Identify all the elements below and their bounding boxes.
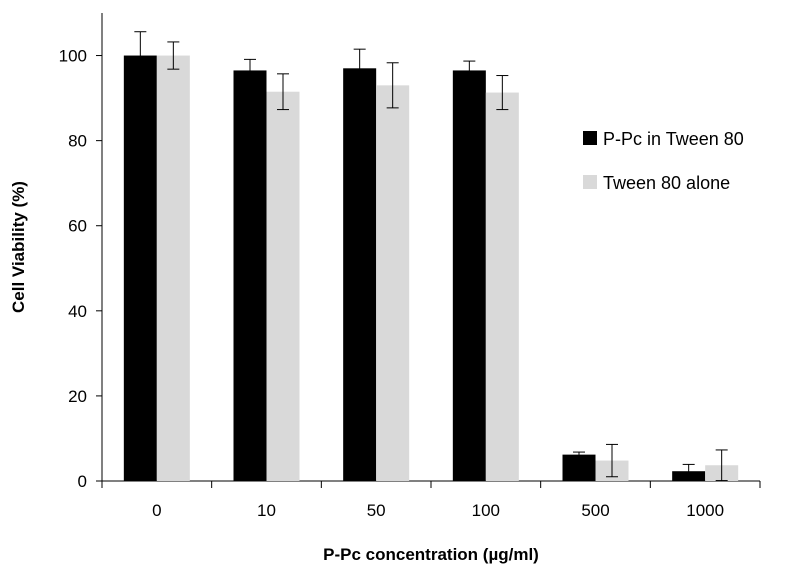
y-tick-label: 80 bbox=[68, 132, 87, 151]
bar bbox=[452, 70, 486, 481]
y-tick-label: 20 bbox=[68, 387, 87, 406]
bar bbox=[156, 55, 190, 481]
y-axis-title: Cell Viability (%) bbox=[9, 181, 28, 313]
x-axis-title: P-Pc concentration (µg/ml) bbox=[323, 545, 539, 564]
x-tick-label: 50 bbox=[367, 501, 386, 520]
bar bbox=[343, 68, 377, 482]
y-tick-label: 100 bbox=[59, 47, 87, 66]
bar bbox=[376, 85, 410, 481]
legend-swatch-p-pc-in-tween-80 bbox=[583, 131, 597, 145]
bar bbox=[233, 70, 267, 481]
x-tick-label: 0 bbox=[152, 501, 161, 520]
error-bar-group bbox=[134, 31, 728, 482]
y-tick-label: 40 bbox=[68, 302, 87, 321]
y-tick-label: 60 bbox=[68, 217, 87, 236]
bar bbox=[123, 55, 157, 481]
x-axis-ticks: 0 10 50 100 500 1000 bbox=[101, 481, 761, 520]
x-tick-label: 500 bbox=[581, 501, 609, 520]
bar bbox=[562, 454, 596, 481]
x-tick-label: 100 bbox=[472, 501, 500, 520]
x-tick-label: 10 bbox=[257, 501, 276, 520]
legend-label-p-pc-in-tween-80: P-Pc in Tween 80 bbox=[603, 129, 744, 149]
y-axis-ticks: 0 20 40 60 80 100 bbox=[59, 47, 102, 491]
bar bbox=[266, 91, 300, 481]
x-tick-label: 1000 bbox=[686, 501, 724, 520]
legend-label-tween-80-alone: Tween 80 alone bbox=[603, 173, 730, 193]
y-tick-label: 0 bbox=[78, 472, 87, 491]
legend-swatch-tween-80-alone bbox=[583, 175, 597, 189]
bar bbox=[485, 92, 519, 481]
legend: P-Pc in Tween 80 Tween 80 alone bbox=[583, 129, 744, 193]
bar-series-group bbox=[123, 55, 739, 482]
